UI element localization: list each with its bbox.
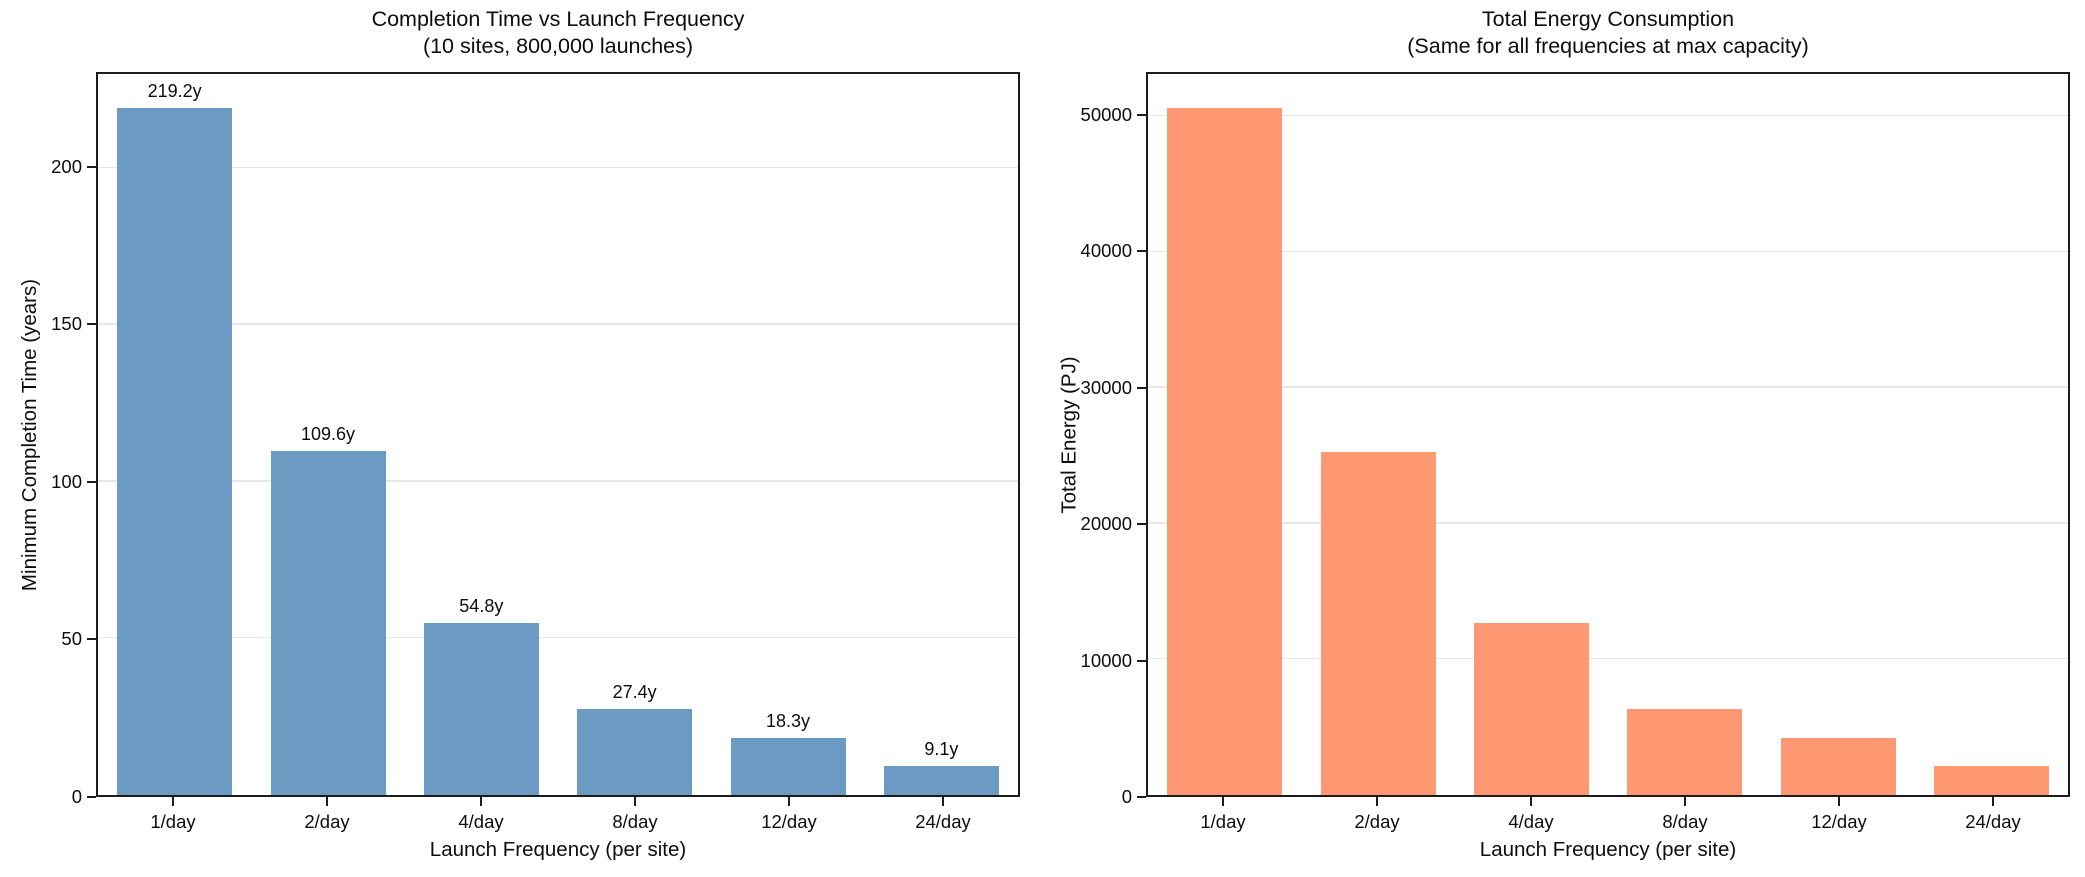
y-tick-mark bbox=[1137, 796, 1146, 798]
x-tick-mark bbox=[942, 797, 944, 806]
bar-value-label: 18.3y bbox=[765, 710, 811, 731]
x-tick-mark bbox=[1376, 797, 1378, 806]
x-tick-mark bbox=[1992, 797, 1994, 806]
bar bbox=[730, 737, 846, 795]
y-tick-mark bbox=[87, 638, 96, 641]
gridline bbox=[1148, 386, 2068, 388]
x-tick-label: 24/day bbox=[915, 811, 971, 832]
chart-title: Completion Time vs Launch Frequency bbox=[371, 7, 745, 31]
bar bbox=[1473, 623, 1589, 795]
x-tick-label: 2/day bbox=[1354, 811, 1400, 832]
x-tick-label: 12/day bbox=[1811, 811, 1867, 832]
gridline bbox=[1148, 522, 2068, 524]
y-tick-label: 0 bbox=[71, 786, 82, 807]
y-tick-mark bbox=[87, 165, 96, 168]
gridline bbox=[98, 323, 1018, 325]
y-tick-label: 100 bbox=[51, 470, 82, 492]
completion-time-chart: Completion Time vs Launch Frequency (10 … bbox=[0, 0, 1042, 877]
x-tick-label: 2/day bbox=[304, 811, 350, 832]
gridline bbox=[1148, 250, 2068, 253]
x-tick-mark bbox=[480, 797, 482, 806]
bar bbox=[883, 766, 999, 795]
bar bbox=[423, 623, 539, 795]
y-tick-label: 200 bbox=[51, 155, 82, 177]
plot-area: 219.2y 109.6y 54.8y 27.4y 18.3y 9.1y bbox=[96, 72, 1020, 797]
x-tick-mark bbox=[1222, 797, 1224, 806]
y-tick-label: 10000 bbox=[1080, 649, 1132, 671]
bar bbox=[1320, 451, 1436, 795]
x-tick-label: 1/day bbox=[1200, 811, 1246, 832]
chart-subtitle: (10 sites, 800,000 launches) bbox=[422, 34, 694, 58]
bar bbox=[1627, 709, 1743, 795]
y-tick-label: 150 bbox=[51, 313, 82, 335]
x-tick-label: 8/day bbox=[1662, 811, 1708, 832]
y-tick-label: 0 bbox=[1121, 786, 1132, 807]
x-tick-label: 4/day bbox=[458, 811, 504, 832]
y-axis-label-gutter: Minimum Completion Time (years) bbox=[0, 72, 60, 797]
bar bbox=[577, 709, 693, 795]
gridline bbox=[1148, 114, 2068, 117]
x-tick-mark bbox=[1838, 797, 1840, 806]
y-tick-label: 50000 bbox=[1080, 103, 1132, 125]
bar-value-label: 54.8y bbox=[459, 596, 504, 617]
gridline bbox=[1148, 657, 2068, 660]
y-tick-label: 20000 bbox=[1080, 513, 1132, 535]
y-tick-mark bbox=[1137, 250, 1146, 253]
bar bbox=[1167, 108, 1283, 795]
y-axis-label-gutter: Total Energy (PJ) bbox=[1042, 72, 1098, 797]
x-tick-label: 12/day bbox=[761, 811, 817, 832]
x-tick-mark bbox=[172, 797, 174, 806]
plot-area bbox=[1146, 72, 2070, 797]
bar-value-label: 109.6y bbox=[300, 424, 356, 445]
y-tick-label: 50 bbox=[61, 628, 82, 650]
y-tick-mark bbox=[1137, 113, 1146, 116]
x-tick-mark bbox=[634, 797, 636, 806]
x-tick-mark bbox=[1684, 797, 1686, 806]
x-tick-label: 4/day bbox=[1508, 811, 1554, 832]
bar-value-label: 219.2y bbox=[147, 80, 202, 101]
y-tick-mark bbox=[87, 323, 96, 326]
gridline bbox=[98, 480, 1018, 482]
x-tick-label: 24/day bbox=[1965, 811, 2021, 832]
y-tick-label: 40000 bbox=[1080, 240, 1132, 262]
y-tick-mark bbox=[1137, 386, 1146, 389]
y-tick-mark bbox=[1137, 523, 1146, 526]
chart-title-block: Total Energy Consumption (Same for all f… bbox=[1146, 6, 2070, 60]
chart-subtitle: (Same for all frequencies at max capacit… bbox=[1407, 34, 1809, 58]
bar bbox=[1933, 766, 2049, 795]
y-tick-label: 30000 bbox=[1080, 376, 1132, 398]
x-tick-mark bbox=[788, 797, 790, 806]
bar-value-label: 27.4y bbox=[612, 682, 657, 703]
y-tick-mark bbox=[1137, 659, 1146, 662]
bar-value-label: 9.1y bbox=[924, 739, 959, 760]
bar bbox=[270, 451, 386, 795]
bar bbox=[1780, 737, 1896, 795]
gridline bbox=[98, 636, 1018, 639]
x-tick-mark bbox=[1530, 797, 1532, 806]
gridline bbox=[98, 166, 1018, 169]
bar bbox=[117, 107, 233, 795]
x-tick-label: 8/day bbox=[612, 811, 658, 832]
chart-title: Total Energy Consumption bbox=[1481, 7, 1735, 31]
chart-title-block: Completion Time vs Launch Frequency (10 … bbox=[96, 6, 1020, 60]
y-tick-mark bbox=[87, 480, 96, 483]
total-energy-chart: Total Energy Consumption (Same for all f… bbox=[1042, 0, 2085, 877]
x-axis-label: Launch Frequency (per site) bbox=[1479, 838, 1737, 861]
y-tick-mark bbox=[87, 796, 96, 798]
x-tick-mark bbox=[326, 797, 328, 806]
x-axis-label: Launch Frequency (per site) bbox=[429, 838, 687, 861]
x-tick-label: 1/day bbox=[150, 811, 196, 832]
